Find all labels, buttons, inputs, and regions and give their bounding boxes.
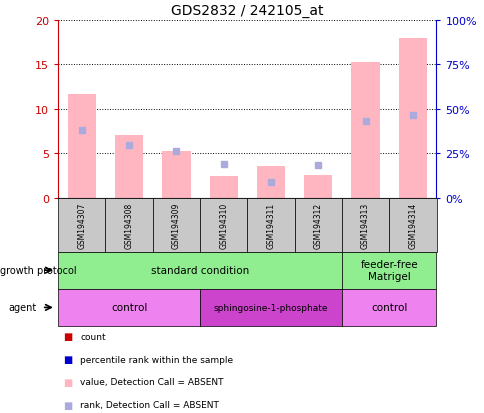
Bar	[199, 289, 341, 326]
Bar	[341, 289, 436, 326]
Text: GSM194310: GSM194310	[219, 202, 228, 249]
Bar	[398, 38, 426, 198]
Bar	[388, 198, 436, 252]
Text: value, Detection Call = ABSENT: value, Detection Call = ABSENT	[80, 377, 223, 387]
Text: control: control	[370, 303, 407, 313]
Title: GDS2832 / 242105_at: GDS2832 / 242105_at	[171, 4, 323, 18]
Bar	[58, 198, 105, 252]
Bar	[294, 198, 341, 252]
Bar	[341, 252, 436, 289]
Text: GSM194308: GSM194308	[124, 202, 134, 249]
Text: ■: ■	[63, 332, 72, 342]
Text: rank, Detection Call = ABSENT: rank, Detection Call = ABSENT	[80, 400, 218, 409]
Text: sphingosine-1-phosphate: sphingosine-1-phosphate	[213, 303, 328, 312]
Text: GSM194311: GSM194311	[266, 202, 275, 249]
Text: GSM194313: GSM194313	[360, 202, 369, 249]
Text: percentile rank within the sample: percentile rank within the sample	[80, 355, 233, 364]
Text: control: control	[111, 303, 147, 313]
Text: ■: ■	[63, 377, 72, 387]
Bar	[152, 198, 199, 252]
Bar	[341, 198, 388, 252]
Bar	[67, 94, 96, 198]
Bar	[199, 198, 247, 252]
Text: ■: ■	[63, 354, 72, 364]
Text: GSM194312: GSM194312	[313, 202, 322, 249]
Text: GSM194314: GSM194314	[408, 202, 417, 249]
Bar	[105, 198, 152, 252]
Text: GSM194309: GSM194309	[171, 202, 181, 249]
Bar	[247, 198, 294, 252]
Bar	[115, 136, 143, 198]
Text: standard condition: standard condition	[151, 266, 249, 275]
Bar	[162, 151, 190, 198]
Bar	[209, 177, 237, 198]
Text: count: count	[80, 332, 106, 341]
Text: ■: ■	[63, 400, 72, 410]
Text: agent: agent	[9, 303, 37, 313]
Text: growth protocol: growth protocol	[0, 266, 77, 275]
Text: GSM194307: GSM194307	[77, 202, 86, 249]
Bar	[58, 289, 199, 326]
Bar	[303, 175, 332, 198]
Bar	[256, 166, 285, 198]
Bar	[350, 62, 379, 198]
Bar	[58, 252, 341, 289]
Text: feeder-free
Matrigel: feeder-free Matrigel	[360, 260, 417, 281]
